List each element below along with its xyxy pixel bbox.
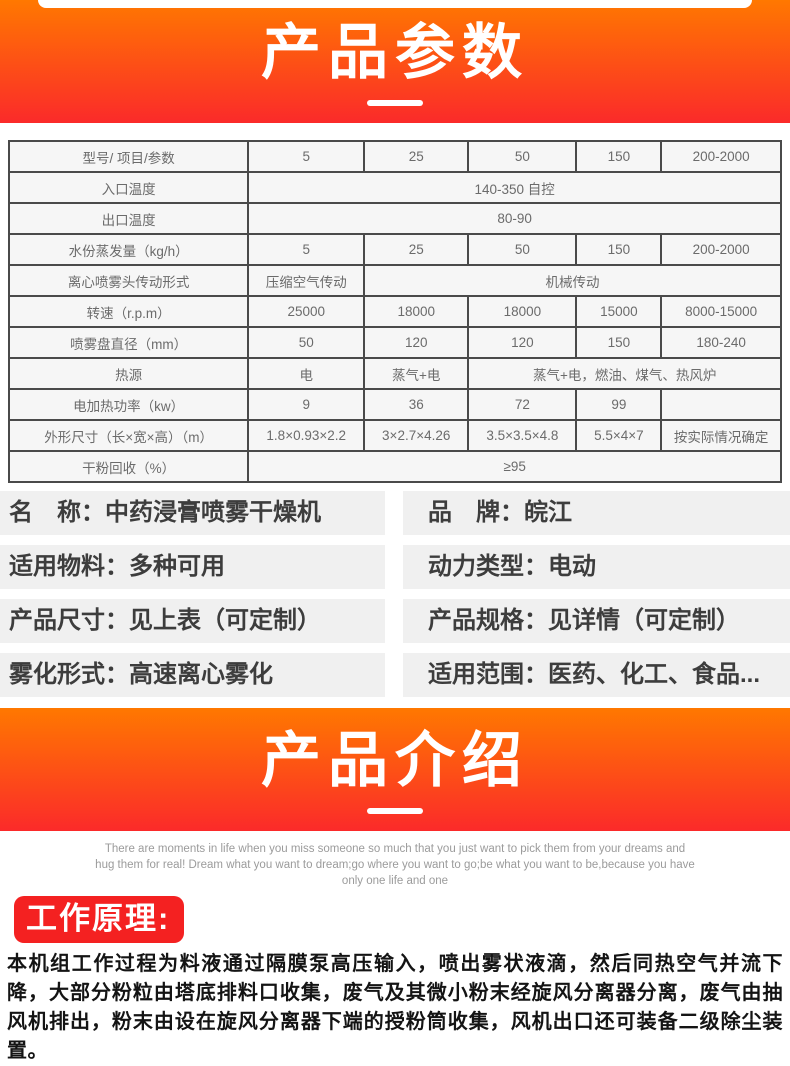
spec-table-cell: 72	[467, 388, 578, 421]
spec-table-cell: 8000-15000	[660, 295, 782, 328]
attribute-value: 中药浸膏喷雾干燥机	[105, 499, 321, 526]
spec-table-cell: 干粉回收（%）	[7, 450, 250, 483]
spec-table-cell: 热源	[7, 357, 250, 390]
spec-table-cell: 140-350 自控	[247, 171, 782, 204]
spec-table-cell: 50	[467, 140, 578, 173]
spec-table-cell: 电加热功率（kw）	[7, 388, 250, 421]
spec-table-cell: 按实际情况确定	[660, 419, 782, 452]
spec-table-cell: 25000	[247, 295, 366, 328]
spec-table-cell: 蒸气+电，燃油、煤气、热风炉	[467, 357, 782, 390]
attribute-label: 动力类型：	[428, 553, 548, 580]
banner-underline-dash	[367, 100, 423, 106]
spec-table-cell: 150	[575, 233, 663, 266]
spec-table-row: 入口温度 140-350 自控	[7, 171, 782, 204]
top-card-edge	[38, 0, 752, 8]
spec-table-cell: 120	[467, 326, 578, 359]
intro-banner: 产品介绍	[0, 708, 790, 831]
spec-table-cell: 5	[247, 233, 366, 266]
banner-underline-dash	[367, 808, 423, 814]
spec-table-cell: 压缩空气传动	[247, 264, 366, 297]
spec-table-cell: 入口温度	[7, 171, 250, 204]
spec-table-cell: 电	[247, 357, 366, 390]
attribute-label: 适用物料：	[9, 553, 129, 580]
attribute-bar: 品 牌：皖江	[403, 491, 790, 535]
spec-table-cell: 5	[247, 140, 366, 173]
spec-table-cell: 出口温度	[7, 202, 250, 235]
spec-table-cell: 5.5×4×7	[575, 419, 663, 452]
intro-banner-title: 产品介绍	[261, 727, 529, 794]
attribute-value: 皖江	[524, 499, 572, 526]
attribute-value: 电动	[548, 553, 596, 580]
spec-table-cell	[660, 388, 782, 421]
attribute-label: 产品尺寸：	[9, 607, 129, 634]
spec-table-cell: 50	[247, 326, 366, 359]
attribute-label: 产品规格：	[428, 607, 548, 634]
spec-table-cell: 9	[247, 388, 366, 421]
spec-table-row: 出口温度 80-90	[7, 202, 782, 235]
spec-table-row: 喷雾盘直径（mm） 50 120 120 150 180-240	[7, 326, 782, 359]
spec-table-cell: 1.8×0.93×2.2	[247, 419, 366, 452]
spec-table-cell: 150	[575, 140, 663, 173]
spec-table-cell: 水份蒸发量（kg/h）	[7, 233, 250, 266]
spec-table-row: 外形尺寸（长×宽×高）（m） 1.8×0.93×2.2 3×2.7×4.26 3.5×…	[7, 419, 782, 452]
attribute-bar: 产品尺寸：见上表（可定制）	[0, 599, 385, 643]
spec-table-row: 离心喷雾头传动形式 压缩空气传动 机械传动	[7, 264, 782, 297]
spec-table-cell: 120	[363, 326, 470, 359]
attribute-label: 品 牌：	[428, 499, 524, 526]
working-principle-paragraph: 本机组工作过程为料液通过隔膜泵高压输入，喷出雾状液滴，然后同热空气并流下降，大部…	[7, 953, 783, 1062]
spec-table-cell: 3×2.7×4.26	[363, 419, 470, 452]
spec-table-cell: 200-2000	[660, 233, 782, 266]
spec-table-row: 电加热功率（kw） 9 36 72 99	[7, 388, 782, 421]
attribute-label: 名 称：	[9, 499, 105, 526]
spec-table-cell: 36	[363, 388, 470, 421]
spec-table-cell: 25	[363, 140, 470, 173]
spec-table-row: 热源电蒸气+电 蒸气+电，燃油、煤气、热风炉	[7, 357, 782, 390]
attribute-bar: 雾化形式：高速离心雾化	[0, 653, 385, 697]
working-principle-badge: 工作原理:	[14, 896, 185, 943]
spec-table-cell: 18000	[363, 295, 470, 328]
spec-table-cell: 80-90	[247, 202, 782, 235]
spec-table-cell: 15000	[575, 295, 663, 328]
spec-table-cell: 机械传动	[363, 264, 782, 297]
attribute-bar: 动力类型：电动	[403, 545, 790, 589]
intro-quote-text: There are moments in life when you miss …	[95, 843, 695, 887]
attribute-bar: 产品规格：见详情（可定制）	[403, 599, 790, 643]
spec-table-cell: 转速（r.p.m）	[7, 295, 250, 328]
spec-table-cell: 3.5×3.5×4.8	[467, 419, 578, 452]
spec-table-cell: 150	[575, 326, 663, 359]
spec-table-cell: 蒸气+电	[363, 357, 470, 390]
attribute-bar: 适用物料：多种可用	[0, 545, 385, 589]
spec-table-cell: 50	[467, 233, 578, 266]
spec-table-row: 水份蒸发量（kg/h） 5 25 50 150 200-2000	[7, 233, 782, 266]
attribute-label: 适用范围：	[428, 661, 548, 688]
attribute-value: 多种可用	[129, 553, 225, 580]
attribute-grid: 名 称：中药浸膏喷雾干燥机品 牌：皖江 适用物料：多种可用 动力类型：电动 产品尺寸：…	[0, 491, 790, 697]
spec-table-cell: 25	[363, 233, 470, 266]
spec-table: 型号/ 项目/参数 5 25 50 150 200-2000 入口温度 140-350 自控出…	[7, 140, 782, 483]
attribute-value: 医药、化工、食品...	[548, 661, 761, 688]
spec-table-cell: 喷雾盘直径（mm）	[7, 326, 250, 359]
spec-table-cell: 外形尺寸（长×宽×高）（m）	[7, 419, 250, 452]
spec-table-row: 干粉回收（%） ≥95	[7, 450, 782, 483]
attribute-bar: 适用范围：医药、化工、食品...	[403, 653, 790, 697]
attribute-label: 雾化形式：	[9, 661, 129, 688]
attribute-value: 见上表（可定制）	[129, 607, 321, 634]
attribute-value: 高速离心雾化	[129, 661, 273, 688]
parameters-banner-title: 产品参数	[261, 19, 529, 86]
spec-table-row: 转速（r.p.m） 25000 18000 18000 15000 8000-15000	[7, 295, 782, 328]
spec-table-cell: 200-2000	[660, 140, 782, 173]
spec-table-cell: 离心喷雾头传动形式	[7, 264, 250, 297]
spec-table-row: 型号/ 项目/参数 5 25 50 150 200-2000	[7, 140, 782, 173]
attribute-bar: 名 称：中药浸膏喷雾干燥机	[0, 491, 385, 535]
spec-table-cell: ≥95	[247, 450, 782, 483]
parameters-banner: 产品参数	[0, 0, 790, 123]
spec-table-cell: 180-240	[660, 326, 782, 359]
attribute-value: 见详情（可定制）	[548, 607, 740, 634]
spec-table-cell: 型号/ 项目/参数	[7, 140, 250, 173]
spec-table-cell: 18000	[467, 295, 578, 328]
spec-table-body: 型号/ 项目/参数 5 25 50 150 200-2000 入口温度 140-350 自控出…	[7, 140, 782, 483]
spec-table-cell: 99	[575, 388, 663, 421]
